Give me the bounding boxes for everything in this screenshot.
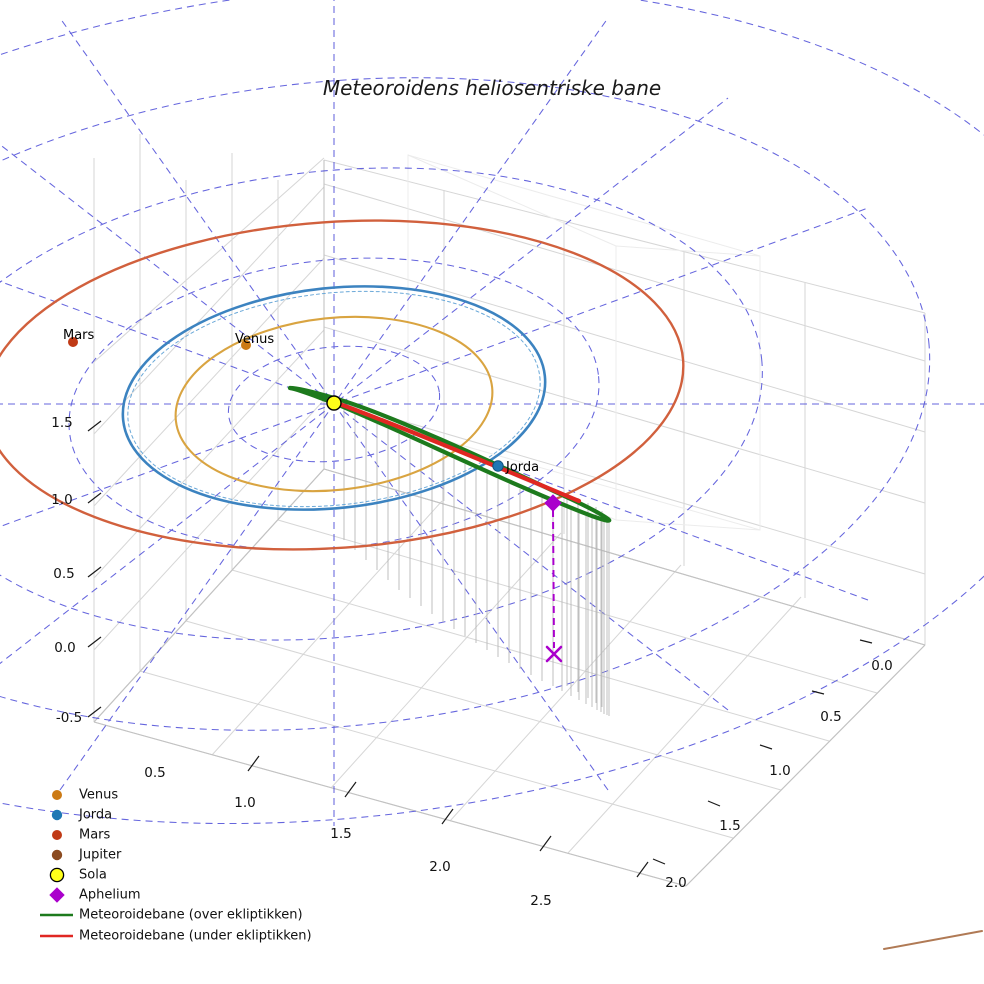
y-axis: 0.0 0.5 1.0 1.5 2.0 — [652, 639, 893, 891]
mars-label: Mars — [63, 328, 95, 343]
legend-label-jupiter: Jupiter — [78, 848, 122, 863]
x-tick-label-1: 1.0 — [234, 795, 255, 811]
legend: Venus Jorda Mars Jupiter Sola Aphelium — [40, 788, 312, 944]
z-tick-label-1: 0.0 — [54, 640, 75, 656]
aphelion-projection — [545, 509, 563, 663]
z-tick-label-2: 0.5 — [53, 566, 74, 582]
x-tick-label-0: 0.5 — [144, 765, 165, 781]
legend-marker-sola-icon — [49, 867, 65, 883]
legend-item-sola[interactable]: Sola — [49, 867, 107, 883]
legend-marker-venus-icon — [52, 790, 63, 801]
legend-label-venus: Venus — [79, 788, 118, 803]
legend-item-jupiter[interactable]: Jupiter — [51, 848, 122, 863]
z-tick-label-3: 1.0 — [51, 492, 72, 508]
y-tick-label-0: 0.0 — [871, 658, 892, 674]
axes-panes — [93, 134, 926, 887]
aphelion-marker[interactable] — [544, 494, 562, 512]
x-axis: 0.5 1.0 1.5 2.0 2.5 — [144, 755, 649, 909]
body-marker-jorda[interactable] — [492, 460, 504, 472]
z-axis: -0.5 0.0 0.5 1.0 1.5 — [51, 415, 102, 726]
legend-label-aphelium: Aphelium — [79, 888, 141, 903]
legend-marker-mars-icon — [52, 830, 63, 841]
legend-item-mars[interactable]: Mars — [52, 828, 111, 843]
legend-label-mars: Mars — [79, 828, 111, 843]
orbit-venus — [174, 315, 494, 493]
legend-label-sola: Sola — [79, 868, 107, 883]
body-marker-venus[interactable] — [240, 339, 251, 350]
z-tick-label-4: 1.5 — [51, 415, 72, 431]
aphelion-projection-x-icon — [545, 645, 563, 663]
ecliptic-ring-3 — [0, 167, 763, 641]
pane-edges — [93, 160, 926, 887]
z-axis-tick-marks — [87, 420, 102, 718]
y-tick-label-3: 1.5 — [719, 818, 740, 834]
orbit-mars — [0, 219, 685, 551]
z-tick-label-0: -0.5 — [56, 710, 82, 726]
y-tick-label-1: 0.5 — [820, 709, 841, 725]
body-marker-mars[interactable] — [68, 336, 79, 347]
y-axis-tick-marks — [652, 639, 873, 865]
meteoroid-orbit — [287, 385, 612, 523]
meteoroid-orbit-above-ecliptic-return — [287, 385, 611, 522]
legend-marker-jupiter-icon — [51, 849, 63, 861]
ecliptic-ring-4 — [0, 77, 931, 731]
legend-item-aphelium[interactable]: Aphelium — [49, 887, 141, 903]
orbit-jupiter — [883, 930, 983, 950]
legend-marker-aphelium-icon — [49, 887, 65, 903]
y-tick-label-4: 2.0 — [665, 875, 686, 891]
jorda-label: Jorda — [505, 460, 539, 475]
legend-marker-jorda-icon — [51, 809, 63, 821]
x-axis-tick-marks — [247, 755, 649, 878]
celestial-bodies: Mars Venus Jorda — [63, 328, 562, 512]
legend-label-meteoroid-below: Meteoroidebane (under ekliptikken) — [79, 929, 312, 944]
legend-item-meteoroid-below[interactable]: Meteoroidebane (under ekliptikken) — [40, 929, 312, 944]
x-tick-label-4: 2.5 — [530, 893, 551, 909]
legend-item-jorda[interactable]: Jorda — [51, 808, 112, 823]
ecliptic-ring-5 — [0, 0, 984, 825]
venus-label: Venus — [235, 332, 274, 347]
orbit-jorda — [121, 285, 547, 511]
orbit-jorda-inner-trace — [127, 290, 541, 508]
page-title: Meteoroidens heliosentriske bane — [323, 76, 661, 100]
ecliptic-ring-1 — [227, 345, 441, 463]
meteoroid-orbit-above-ecliptic — [287, 385, 612, 523]
legend-label-jorda: Jorda — [78, 808, 112, 823]
legend-item-venus[interactable]: Venus — [52, 788, 118, 803]
planet-orbits — [0, 219, 983, 950]
legend-label-meteoroid-above: Meteoroidebane (over ekliptikken) — [79, 908, 303, 923]
x-tick-label-3: 2.0 — [429, 859, 450, 875]
meteoroid-orbit-below-ecliptic — [331, 399, 582, 504]
y-tick-label-2: 1.0 — [769, 763, 790, 779]
legend-item-meteoroid-above[interactable]: Meteoroidebane (over ekliptikken) — [40, 908, 303, 923]
x-tick-label-2: 1.5 — [330, 826, 351, 842]
body-marker-sola[interactable] — [326, 395, 342, 411]
